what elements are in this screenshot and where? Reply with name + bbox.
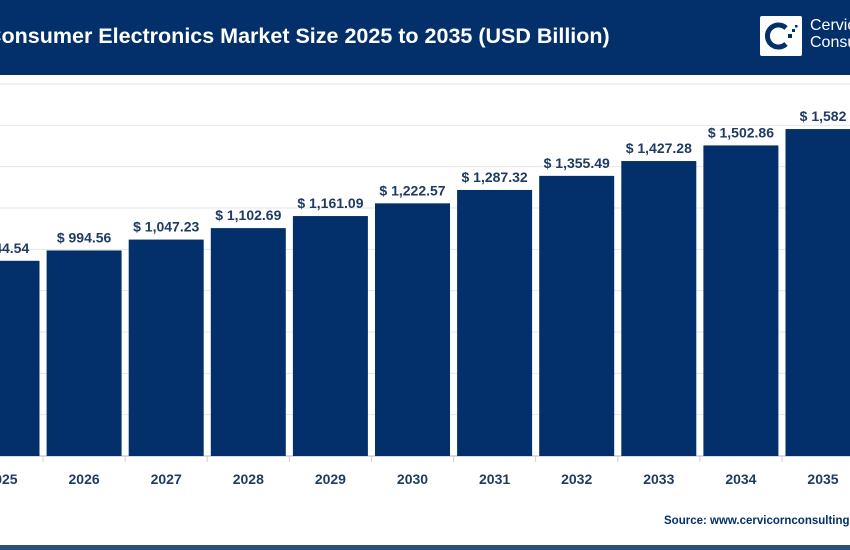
- data-label-2031: $ 1,287.32: [462, 169, 528, 185]
- source-note: Source: www.cervicornconsulting.com: [664, 515, 850, 527]
- x-tick-label-2032: 2032: [561, 471, 592, 487]
- x-tick-label-2028: 2028: [233, 471, 264, 487]
- bar-2027: [128, 239, 204, 456]
- x-tick-label-2025: 2025: [0, 471, 18, 487]
- x-tick-label-2031: 2031: [479, 471, 510, 487]
- chart-title: Consumer Electronics Market Size 2025 to…: [0, 24, 610, 48]
- bar-2026: [46, 250, 122, 456]
- logo-text: Cervicorn Consulting: [810, 17, 850, 51]
- data-label-2030: $ 1,222.57: [379, 182, 445, 198]
- data-label-2028: $ 1,102.69: [215, 207, 281, 223]
- x-tick-label-2035: 2035: [807, 471, 838, 487]
- bar-2035: [785, 129, 850, 456]
- title-banner: Consumer Electronics Market Size 2025 to…: [0, 0, 850, 75]
- logo-text-line2: Consulting: [810, 34, 850, 51]
- logo-text-line1: Cervicorn: [810, 17, 850, 34]
- data-label-2026: $ 994.56: [57, 229, 112, 245]
- bar-2034: [703, 145, 779, 456]
- data-label-2032: $ 1,355.49: [544, 155, 610, 171]
- bar-2025: [0, 260, 40, 456]
- bar-2032: [539, 175, 615, 456]
- data-label-2027: $ 1,047.23: [133, 219, 199, 235]
- x-tick-label-2027: 2027: [151, 471, 182, 487]
- bottom-border: [0, 545, 850, 550]
- bar-2031: [457, 189, 533, 457]
- data-label-2033: $ 1,427.28: [626, 140, 692, 156]
- x-tick-label-2026: 2026: [69, 471, 100, 487]
- data-label-2025: $ 944.54: [0, 240, 29, 256]
- data-label-2034: $ 1,502.86: [708, 124, 774, 140]
- bar-2028: [210, 228, 286, 456]
- bar-2030: [375, 203, 450, 456]
- cervicorn-logo-icon: [760, 16, 802, 56]
- data-label-2029: $ 1,161.09: [297, 195, 363, 211]
- x-tick-label-2034: 2034: [725, 471, 756, 487]
- bar-2029: [292, 216, 368, 456]
- data-label-2035: $ 1,582: [800, 108, 847, 124]
- x-tick-label-2033: 2033: [643, 471, 674, 487]
- bar-2033: [621, 161, 697, 456]
- x-tick-label-2029: 2029: [315, 471, 346, 487]
- x-tick-label-2030: 2030: [397, 471, 428, 487]
